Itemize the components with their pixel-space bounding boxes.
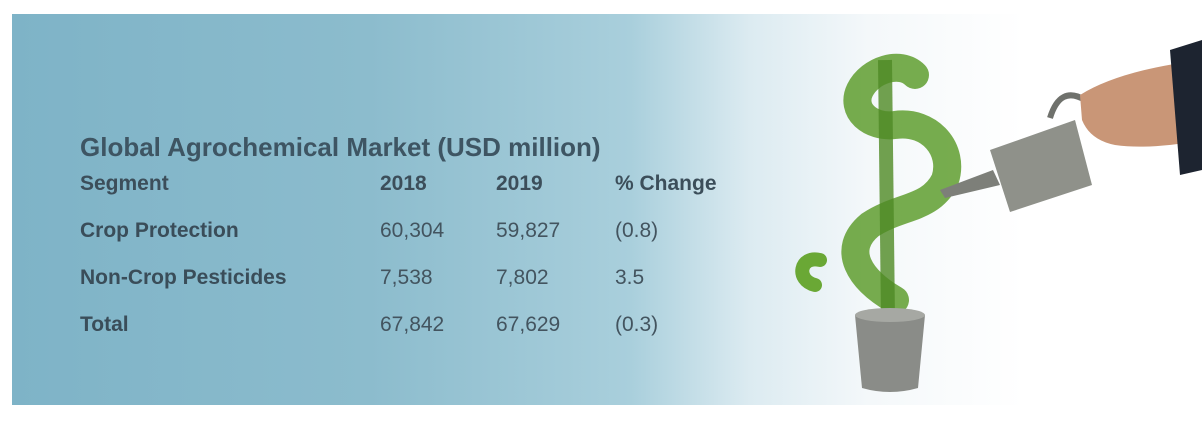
row-label: Non-Crop Pesticides <box>80 266 287 289</box>
cell: 59,827 <box>496 219 561 242</box>
pot-rim <box>855 308 925 322</box>
cell: 7,538 <box>380 266 433 289</box>
banner <box>12 14 1202 405</box>
title: Global Agrochemical Market (USD million) <box>80 132 601 162</box>
column-header: Segment <box>80 172 169 195</box>
column-header: % Change <box>615 172 717 195</box>
cell: 67,842 <box>380 313 445 336</box>
pot <box>855 315 925 392</box>
cell: 7,802 <box>496 266 549 289</box>
cell: 3.5 <box>615 266 645 289</box>
row-label: Total <box>80 313 129 336</box>
watering-can <box>940 92 1092 212</box>
plant <box>795 53 962 321</box>
arm <box>1080 40 1202 175</box>
column-header: 2018 <box>380 172 427 195</box>
column-header: 2019 <box>496 172 543 195</box>
row-label: Crop Protection <box>80 219 239 242</box>
cell: 60,304 <box>380 219 445 242</box>
cell: (0.8) <box>615 219 659 242</box>
cell: (0.3) <box>615 313 659 336</box>
cell: 67,629 <box>496 313 561 336</box>
